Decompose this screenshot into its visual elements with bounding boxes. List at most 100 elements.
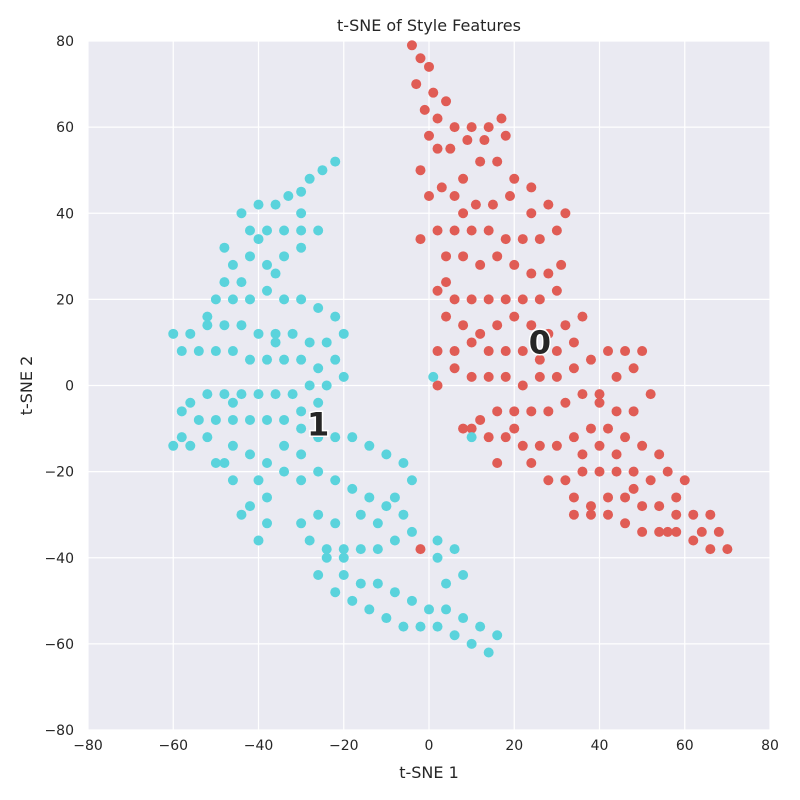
data-point [270, 328, 281, 339]
data-point [568, 509, 579, 520]
data-point [449, 122, 460, 133]
data-point [415, 53, 426, 64]
data-point [313, 466, 324, 477]
data-point [445, 143, 456, 154]
data-point [262, 458, 273, 469]
data-point [313, 509, 324, 520]
data-point [389, 535, 400, 546]
data-point [441, 311, 452, 322]
data-point [355, 509, 366, 520]
data-point [262, 285, 273, 296]
data-point [432, 346, 443, 357]
data-point [500, 294, 511, 305]
data-point [509, 423, 520, 434]
data-point [338, 328, 349, 339]
data-point [628, 363, 639, 374]
data-point [534, 440, 545, 451]
data-point [517, 294, 528, 305]
data-point [398, 509, 409, 520]
data-point [492, 251, 503, 262]
data-point [381, 613, 392, 624]
data-point [436, 182, 447, 193]
data-point [330, 311, 341, 322]
data-point [193, 414, 204, 425]
data-point [458, 208, 469, 219]
data-point [500, 346, 511, 357]
data-point [500, 432, 511, 443]
data-point [244, 294, 255, 305]
data-point [236, 389, 247, 400]
data-point [330, 432, 341, 443]
data-point [347, 432, 358, 443]
data-point [321, 337, 332, 348]
data-point [441, 277, 452, 288]
data-point [526, 182, 537, 193]
data-point [500, 371, 511, 382]
data-point [637, 501, 648, 512]
data-point [628, 406, 639, 417]
data-point [279, 251, 290, 262]
data-point [227, 346, 238, 357]
data-point [313, 569, 324, 580]
x-tick-label: 60 [676, 738, 694, 754]
data-point [679, 475, 690, 486]
data-point [313, 225, 324, 236]
data-point [406, 526, 417, 537]
data-point [705, 509, 716, 520]
data-point [406, 475, 417, 486]
data-point [210, 346, 221, 357]
data-point [262, 518, 273, 529]
data-point [449, 630, 460, 641]
data-point [406, 40, 417, 51]
data-point [517, 440, 528, 451]
data-point [551, 225, 562, 236]
data-point [585, 509, 596, 520]
data-point [492, 458, 503, 469]
data-point [620, 518, 631, 529]
data-point [219, 389, 230, 400]
data-point [219, 242, 230, 253]
data-point [432, 621, 443, 632]
data-point [330, 475, 341, 486]
data-point [585, 423, 596, 434]
data-point [428, 371, 439, 382]
data-point [313, 302, 324, 313]
data-point [466, 294, 477, 305]
data-point [210, 414, 221, 425]
data-point [424, 604, 434, 615]
data-point [202, 389, 213, 400]
data-point [594, 389, 605, 400]
data-point [355, 544, 366, 555]
data-point [236, 277, 247, 288]
data-point [620, 346, 631, 357]
x-tick-label: −40 [244, 738, 274, 754]
data-point [577, 311, 588, 322]
data-point [509, 173, 520, 184]
data-point [509, 406, 520, 417]
data-point [449, 225, 460, 236]
data-point [227, 397, 238, 408]
grid-lines [87, 40, 771, 731]
y-tick-labels: −80 −60 −40 −20 0 20 40 60 80 [44, 34, 74, 739]
data-point [534, 234, 545, 245]
data-point [364, 492, 375, 503]
data-point [262, 414, 273, 425]
data-point [483, 432, 494, 443]
data-point [262, 354, 273, 365]
x-axis-label: t-SNE 1 [399, 763, 459, 782]
data-point [227, 259, 238, 270]
y-tick-label: 20 [56, 292, 74, 308]
data-point [262, 259, 273, 270]
data-point [262, 492, 273, 503]
data-point [620, 432, 631, 443]
data-point [534, 371, 545, 382]
data-point [347, 595, 358, 606]
data-point [364, 604, 375, 615]
data-point [244, 225, 255, 236]
data-point [253, 535, 264, 546]
data-point [466, 423, 477, 434]
data-point [296, 354, 307, 365]
data-point [270, 389, 281, 400]
data-point [244, 449, 255, 460]
